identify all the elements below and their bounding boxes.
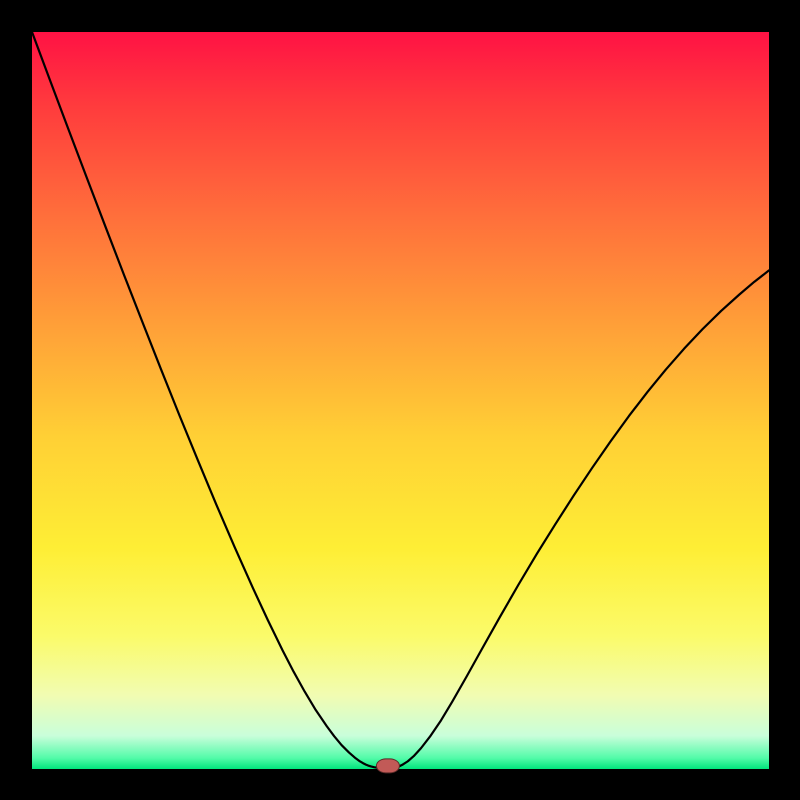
watermark-label: TheBottleneck.com	[569, 4, 790, 32]
bottleneck-curve	[32, 32, 769, 769]
plot-area	[32, 32, 769, 769]
chart-container: { "watermark": { "text": "TheBottleneck.…	[0, 0, 800, 800]
optimum-marker	[376, 758, 400, 773]
curve-layer	[32, 32, 769, 769]
